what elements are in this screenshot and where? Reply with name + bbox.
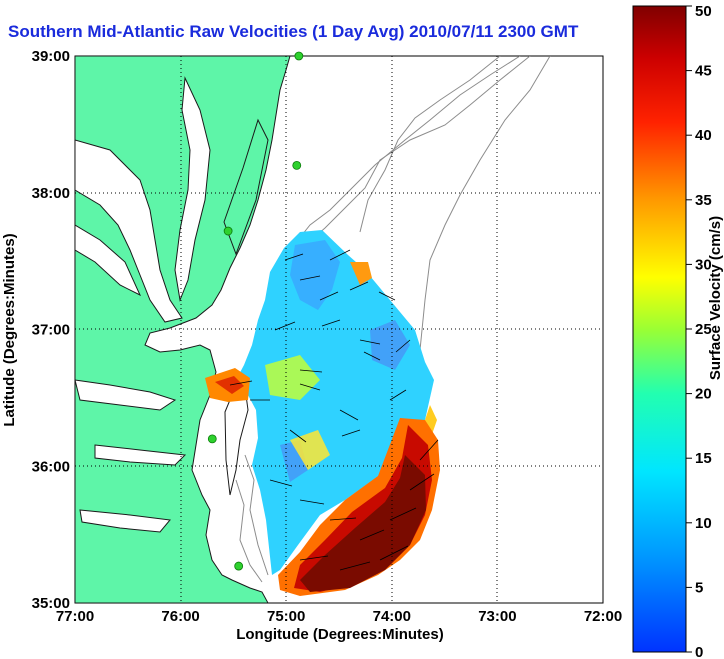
- y-axis-label: Latitude (Degrees:Minutes): [1, 233, 18, 426]
- colorbar-tick-label: 10: [695, 515, 712, 532]
- lon-tick-label: 74:00: [373, 608, 411, 625]
- lat-tick-label: 37:00: [32, 322, 70, 339]
- lat-tick-label: 36:00: [32, 458, 70, 475]
- colorbar-tick-label: 30: [695, 256, 712, 273]
- colorbar-label: Surface Velocity (cm/s): [707, 216, 724, 380]
- colorbar-tick-label: 25: [695, 321, 712, 338]
- colorbar-tick-label: 35: [695, 192, 712, 209]
- x-axis-label: Longitude (Degrees:Minutes): [236, 626, 444, 643]
- colorbar-tick-label: 0: [695, 644, 703, 659]
- bathymetry-contours: [235, 56, 551, 583]
- lat-tick-label: 39:00: [32, 48, 70, 65]
- lat-tick-label: 35:00: [32, 595, 70, 612]
- station-marker: [223, 226, 233, 236]
- station-marker: [292, 160, 302, 170]
- velocity-vectors: [229, 249, 439, 571]
- lon-tick-label: 76:00: [161, 608, 199, 625]
- longitude-ticks: 77:00 76:00 75:00 74:00 73:00 72:00: [56, 608, 622, 625]
- lon-tick-label: 75:00: [267, 608, 305, 625]
- lat-tick-label: 38:00: [32, 185, 70, 202]
- station-marker: [294, 51, 304, 61]
- colorbar-tick-label: 20: [695, 386, 712, 403]
- colorbar-ticks: 0 5 10 15 20 25 30 35 40 45 50: [686, 3, 712, 659]
- latitude-ticks: 39:00 38:00 37:00 36:00 35:00: [32, 48, 70, 612]
- lon-tick-label: 77:00: [56, 608, 94, 625]
- colorbar: [632, 5, 687, 653]
- colorbar-tick-label: 50: [695, 3, 712, 20]
- colorbar-tick-label: 45: [695, 63, 712, 80]
- lon-tick-label: 73:00: [478, 608, 516, 625]
- grid-lines: [75, 56, 603, 603]
- station-marker: [207, 434, 217, 444]
- colorbar-tick-label: 40: [695, 127, 712, 144]
- station-markers: [207, 51, 304, 571]
- plot-title: Southern Mid-Atlantic Raw Velocities (1 …: [8, 22, 579, 41]
- colorbar-tick-label: 15: [695, 450, 712, 467]
- station-marker: [234, 561, 244, 571]
- colorbar-tick-label: 5: [695, 579, 703, 596]
- bay-water: [75, 76, 249, 533]
- lon-tick-label: 72:00: [584, 608, 622, 625]
